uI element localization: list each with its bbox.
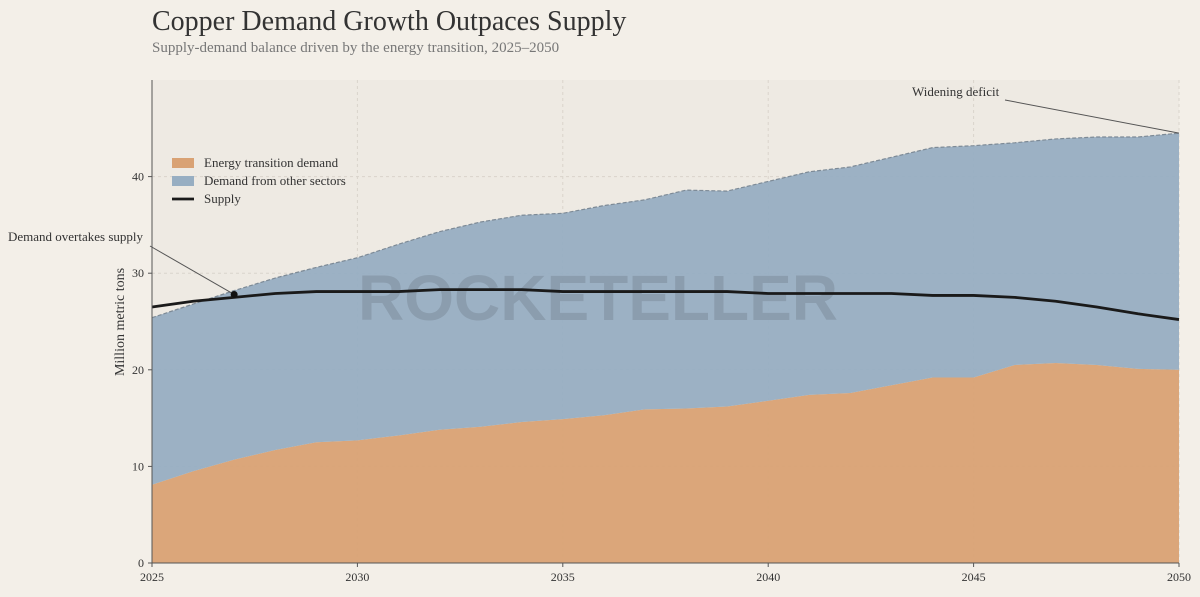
legend-label: Supply xyxy=(204,191,241,206)
x-tick-label: 2040 xyxy=(756,570,780,584)
x-tick-label: 2035 xyxy=(551,570,575,584)
annotation: Demand overtakes supply xyxy=(8,229,144,244)
chart-title: Copper Demand Growth Outpaces Supply xyxy=(152,6,626,37)
annotation: Widening deficit xyxy=(912,84,1000,99)
y-tick-label: 10 xyxy=(132,459,144,473)
line xyxy=(151,288,1180,321)
x-tick-label: 2045 xyxy=(962,570,986,584)
legend-swatch xyxy=(172,158,194,168)
x-tick-label: 2025 xyxy=(140,570,164,584)
annotation-arrow xyxy=(149,245,235,295)
total-outline xyxy=(151,132,1180,319)
y-tick-label: 0 xyxy=(138,556,144,570)
chart-subtitle: Supply-demand balance driven by the ener… xyxy=(152,40,559,56)
y-tick-label: 30 xyxy=(132,266,144,280)
y-axis-label: Million metric tons xyxy=(113,268,128,376)
x-tick-label: 2030 xyxy=(345,570,369,584)
y-tick-label: 20 xyxy=(132,363,144,377)
legend-label: Demand from other sectors xyxy=(204,173,346,188)
area xyxy=(152,133,1179,485)
area xyxy=(152,363,1179,563)
legend-label: Energy transition demand xyxy=(204,155,339,170)
annotation-arrow xyxy=(1004,99,1180,134)
x-tick-label: 2050 xyxy=(1167,570,1191,584)
legend-swatch xyxy=(172,176,194,186)
watermark: ROCKETELLER xyxy=(358,262,838,334)
annotation-point xyxy=(230,290,238,298)
y-tick-label: 40 xyxy=(132,170,144,184)
